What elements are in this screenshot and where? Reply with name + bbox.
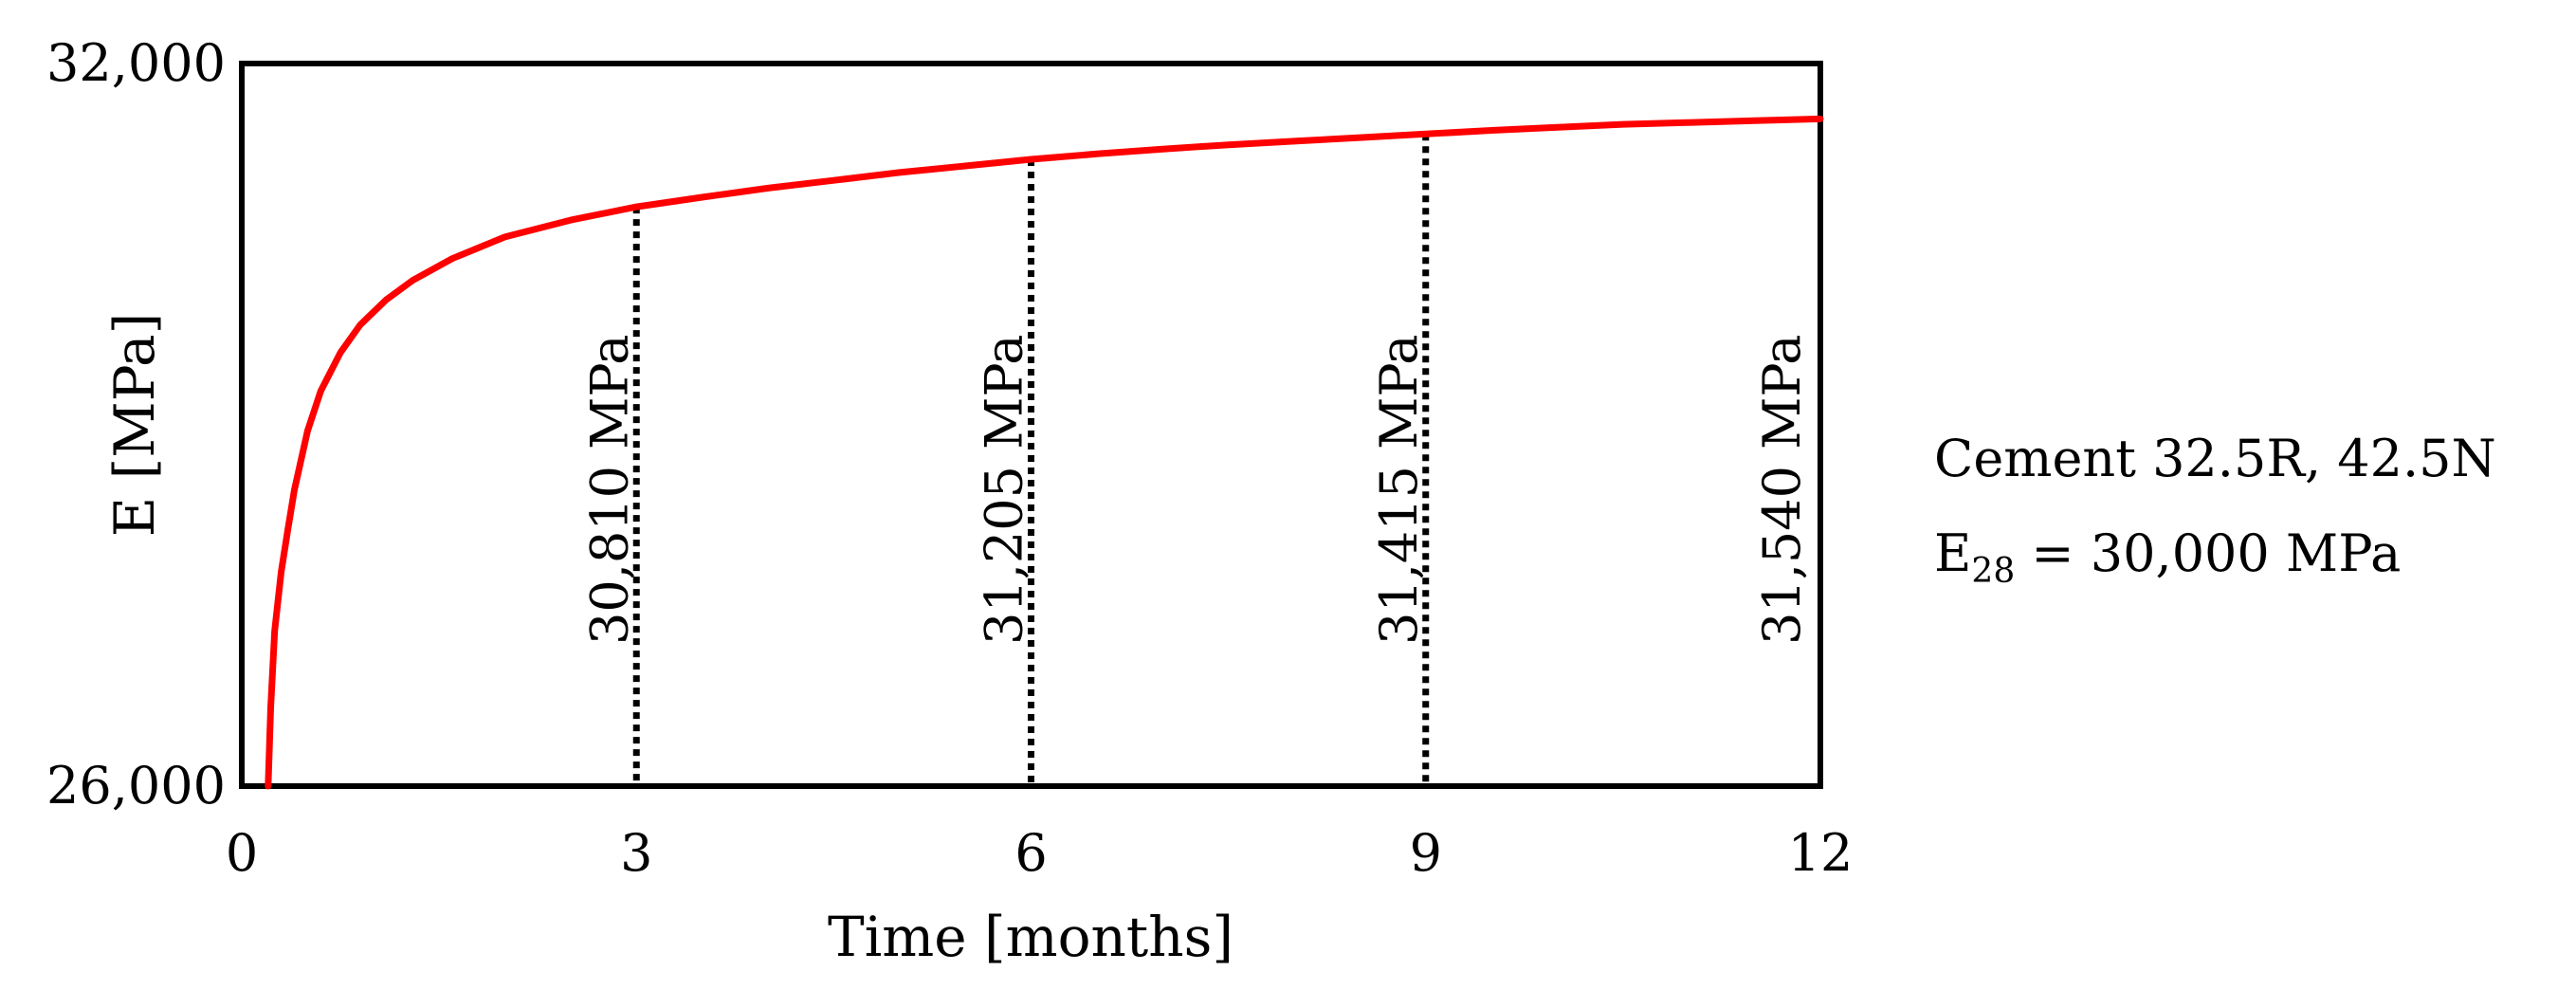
- annotation-line-1: Cement 32.5R, 42.5N: [1934, 429, 2496, 488]
- plot-frame: [239, 61, 1823, 789]
- y-tick-label: 26,000: [46, 756, 226, 816]
- marker-label-2: 31,205 MPa: [975, 334, 1034, 645]
- x-tick-label: 12: [1788, 823, 1854, 883]
- y-tick-labels: 26,000 32,000: [46, 33, 226, 816]
- annotation-line-2: E28 = 30,000 MPa: [1934, 523, 2401, 591]
- x-tick-labels: 0 3 6 9 12: [226, 823, 1854, 883]
- marker-label-3: 31,415 MPa: [1369, 334, 1429, 645]
- marker-label-1: 30,810 MPa: [579, 334, 639, 645]
- marker-label-4: 31,540 MPa: [1752, 334, 1812, 645]
- annotation-subscript: 28: [1971, 551, 2016, 591]
- y-tick-label: 32,000: [46, 33, 226, 93]
- x-axis-title: Time [months]: [828, 905, 1233, 969]
- annotation-value: = 30,000 MPa: [2015, 523, 2402, 583]
- x-tick-label: 6: [1014, 823, 1047, 883]
- annotation-e-symbol: E: [1934, 523, 1972, 583]
- x-tick-label: 3: [620, 823, 652, 883]
- x-tick-label: 9: [1410, 823, 1442, 883]
- x-tick-label: 0: [226, 823, 258, 883]
- series-line: [265, 115, 1824, 790]
- y-axis-title: E [MPa]: [102, 313, 167, 537]
- marker-layer: 30,810 MPa 31,205 MPa 31,415 MPa 31,540 MPa: [579, 134, 1812, 786]
